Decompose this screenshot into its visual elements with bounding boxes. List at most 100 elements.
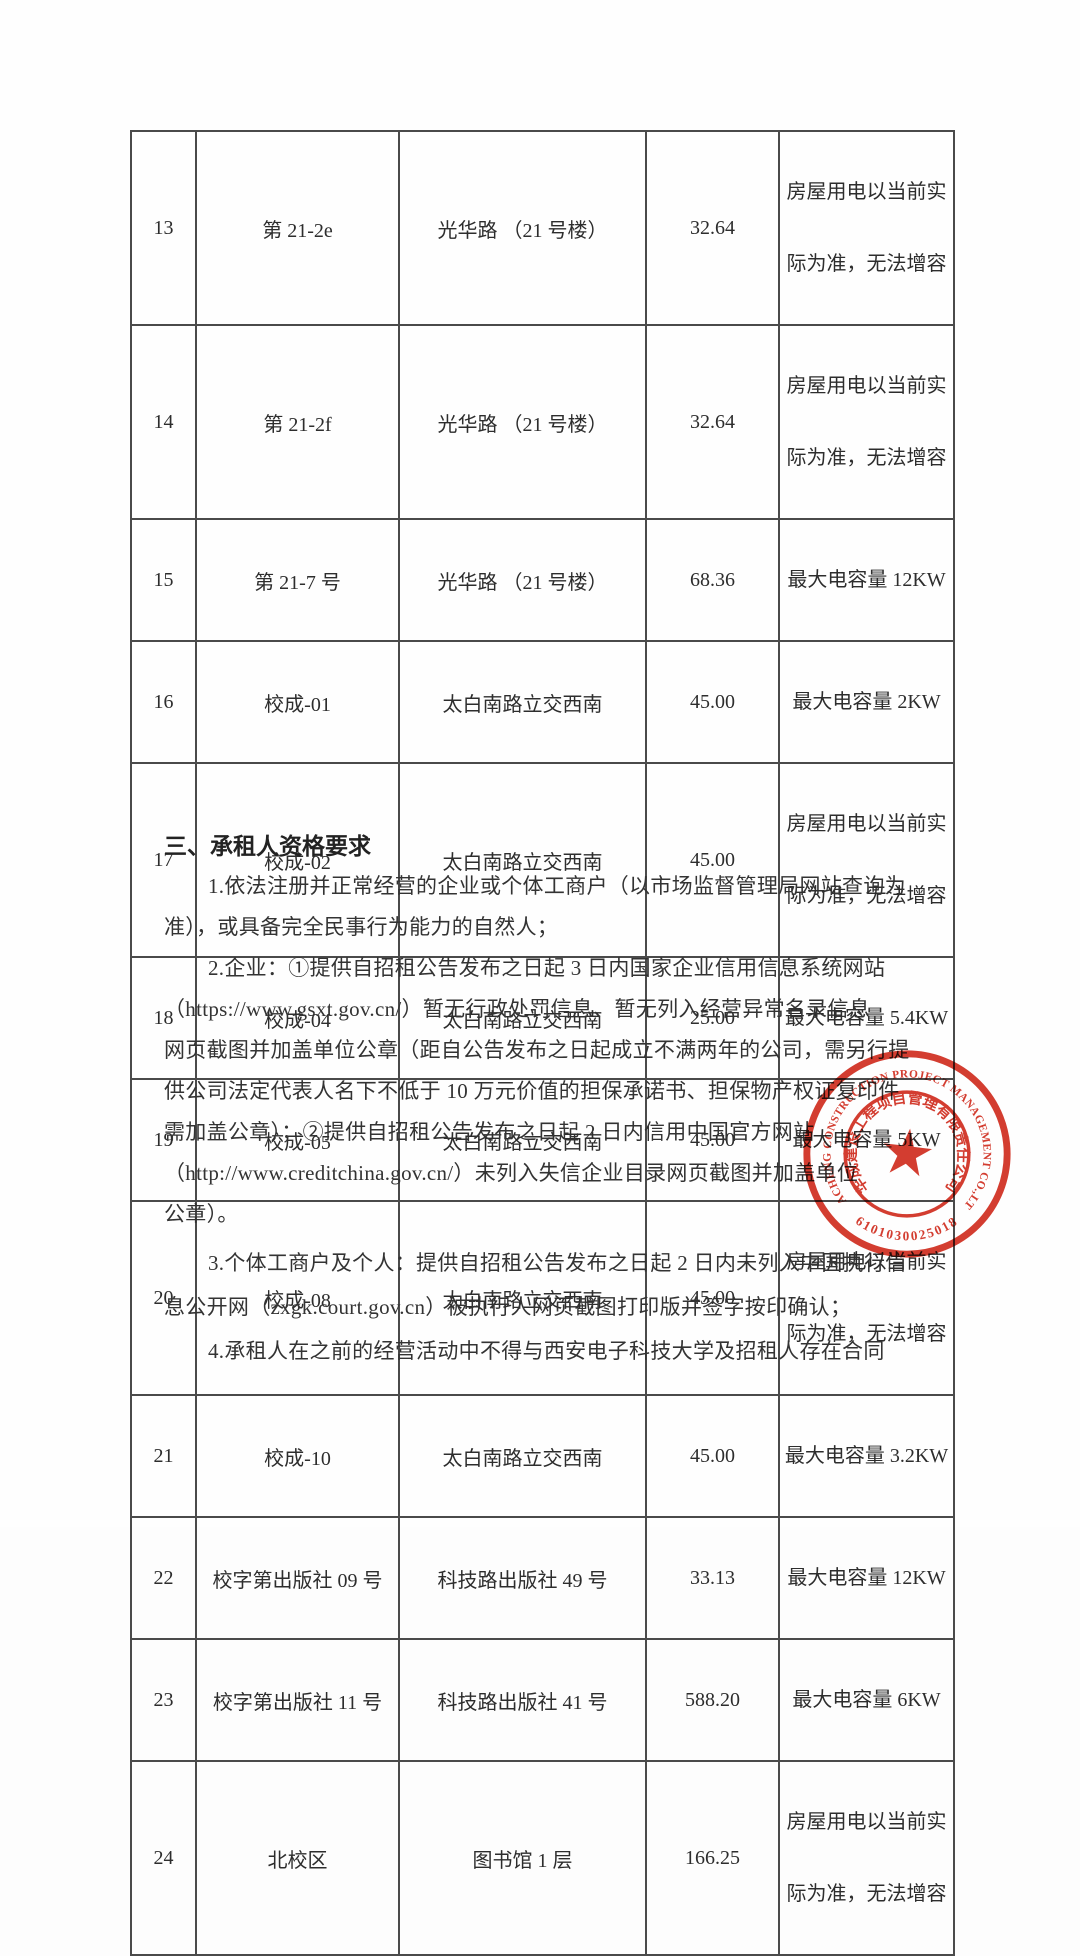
seal-number: 6101030025018 — [853, 1213, 961, 1243]
remark-line-1: 最大电容量 2KW — [792, 691, 941, 713]
cell-remark: 最大电容量 6KW — [778, 1638, 955, 1762]
body-line: 需加盖公章）；②提供自招租公告发布之日起 2 日内信用中国官方网站 — [164, 1120, 815, 1144]
cell-name: 校成-10 — [195, 1394, 400, 1518]
cell-remark: 房屋用电以当前实 际为准，无法增容 — [778, 762, 955, 958]
cell-no: 17 — [130, 762, 197, 958]
cell-name: 校成-04 — [195, 956, 400, 1080]
body-line: 公章）。 — [164, 1202, 239, 1226]
cell-area: 68.36 — [645, 518, 780, 642]
remark-line-1: 最大电容量 6KW — [792, 1689, 941, 1711]
cell-location: 光华路 （21 号楼） — [398, 130, 647, 326]
requirements-text: 1.依法注册并正常经营的企业或个体工商户（以市场监督管理局网站查询为 准），或具… — [164, 866, 1034, 1372]
cell-name: 北校区 — [195, 1760, 400, 1956]
cell-location: 太白南路立交西南 — [398, 1078, 647, 1202]
cell-area: 25.00 — [645, 956, 780, 1080]
cell-no: 14 — [130, 324, 197, 520]
remark-line-2: 际为准，无法增容 — [786, 253, 947, 275]
cell-name: 校字第出版社 09 号 — [195, 1516, 400, 1640]
body-line: 准），或具备完全民事行为能力的自然人； — [164, 915, 559, 939]
cell-location: 太白南路立交西南 — [398, 1200, 647, 1396]
cell-area: 45.00 — [645, 1078, 780, 1202]
cell-name: 第 21-2e — [195, 130, 400, 326]
table-row: 23 校字第出版社 11 号 科技路出版社 41 号 588.20 最大电容量 … — [130, 1638, 955, 1762]
body-line: （https://www.gsxt.gov.cn/）暂无行政处罚信息、暂无列入经… — [164, 997, 871, 1021]
cell-no: 15 — [130, 518, 197, 642]
cell-no: 23 — [130, 1638, 197, 1762]
remark-line-1: 最大电容量 5.4KW — [784, 1007, 949, 1029]
seal-outer-ring — [803, 1050, 1011, 1258]
remark-line-1: 房屋用电以当前实 — [786, 813, 947, 835]
table-row: 18 校成-04 太白南路立交西南 25.00 最大电容量 5.4KW — [130, 956, 955, 1080]
cell-location: 太白南路立交西南 — [398, 640, 647, 764]
cell-no: 22 — [130, 1516, 197, 1640]
cell-no: 24 — [130, 1760, 197, 1956]
cell-area: 45.00 — [645, 1394, 780, 1518]
cell-area: 45.00 — [645, 762, 780, 958]
table-row: 14 第 21-2f 光华路 （21 号楼） 32.64 房屋用电以当前实 际为… — [130, 324, 955, 520]
body-line: 供公司法定代表人名下不低于 10 万元价值的担保承诺书、担保物产权证复印件 — [164, 1079, 900, 1103]
cell-name: 校字第出版社 11 号 — [195, 1638, 400, 1762]
table-row: 13 第 21-2e 光华路 （21 号楼） 32.64 房屋用电以当前实 际为… — [130, 130, 955, 326]
cell-no: 18 — [130, 956, 197, 1080]
body-line: （http://www.creditchina.gov.cn/）未列入失信企业目… — [164, 1161, 859, 1185]
table-row: 22 校字第出版社 09 号 科技路出版社 49 号 33.13 最大电容量 1… — [130, 1516, 955, 1640]
cell-no: 21 — [130, 1394, 197, 1518]
cell-location: 图书馆 1 层 — [398, 1760, 647, 1956]
cell-area: 32.64 — [645, 130, 780, 326]
body-line: 网页截图并加盖单位公章（距自公告发布之日起成立不满两年的公司，需另行提 — [164, 1038, 910, 1062]
remark-line-1: 房屋用电以当前实 — [786, 375, 947, 397]
cell-no: 20 — [130, 1200, 197, 1396]
section-heading: 三、承租人资格要求 — [164, 834, 371, 859]
body-line: 2.企业：①提供自招租公告发布之日起 3 日内国家企业信用信息系统网站 — [208, 956, 886, 980]
cell-remark: 最大电容量 12KW — [778, 1516, 955, 1640]
cell-area: 166.25 — [645, 1760, 780, 1956]
cell-location: 太白南路立交西南 — [398, 1394, 647, 1518]
seal-star-icon — [883, 1128, 933, 1177]
cell-remark: 房屋用电以当前实 际为准，无法增容 — [778, 1200, 955, 1396]
cell-no: 13 — [130, 130, 197, 326]
cell-area: 588.20 — [645, 1638, 780, 1762]
body-line: 息公开网（zxgk.court.gov.cn）被执行人网页截图打印版并签字按印确… — [164, 1295, 852, 1319]
table-row: 15 第 21-7 号 光华路 （21 号楼） 68.36 最大电容量 12KW — [130, 518, 955, 642]
cell-location: 光华路 （21 号楼） — [398, 324, 647, 520]
cell-no: 19 — [130, 1078, 197, 1202]
cell-area: 33.13 — [645, 1516, 780, 1640]
cell-no: 16 — [130, 640, 197, 764]
seal-inner-ring — [843, 1090, 971, 1218]
table-row: 21 校成-10 太白南路立交西南 45.00 最大电容量 3.2KW — [130, 1394, 955, 1518]
remark-line-1: 最大电容量 12KW — [787, 569, 946, 591]
table-row: 20 校成-08 太白南路立交西南 45.00 房屋用电以当前实 际为准，无法增… — [130, 1200, 955, 1396]
cell-name: 校成-01 — [195, 640, 400, 764]
remark-line-2: 际为准，无法增容 — [786, 447, 947, 469]
remark-line-1: 房屋用电以当前实 — [786, 181, 947, 203]
cell-remark: 最大电容量 2KW — [778, 640, 955, 764]
cell-location: 科技路出版社 49 号 — [398, 1516, 647, 1640]
cell-name: 校成-02 — [195, 762, 400, 958]
cell-location: 太白南路立交西南 — [398, 956, 647, 1080]
table-row: 17 校成-02 太白南路立交西南 45.00 房屋用电以当前实 际为准，无法增… — [130, 762, 955, 958]
cell-name: 第 21-2f — [195, 324, 400, 520]
cell-remark: 房屋用电以当前实 际为准，无法增容 — [778, 130, 955, 326]
table-row: 16 校成-01 太白南路立交西南 45.00 最大电容量 2KW — [130, 640, 955, 764]
table-row: 24 北校区 图书馆 1 层 166.25 房屋用电以当前实 际为准，无法增容 — [130, 1760, 955, 1956]
body-line: 3.个体工商户及个人：提供自招租公告发布之日起 2 日内未列入中国执行信 — [208, 1251, 907, 1275]
cell-area: 45.00 — [645, 1200, 780, 1396]
remark-line-2: 际为准，无法增容 — [786, 885, 947, 907]
document-page: 13 第 21-2e 光华路 （21 号楼） 32.64 房屋用电以当前实 际为… — [130, 130, 1034, 1956]
cell-remark: 最大电容量 12KW — [778, 518, 955, 642]
cell-name: 第 21-7 号 — [195, 518, 400, 642]
cell-name: 校成-05 — [195, 1078, 400, 1202]
body-line: 1.依法注册并正常经营的企业或个体工商户（以市场监督管理局网站查询为 — [208, 874, 906, 898]
remark-line-1: 最大电容量 12KW — [787, 1567, 946, 1589]
cell-area: 45.00 — [645, 640, 780, 764]
cell-remark: 房屋用电以当前实 际为准，无法增容 — [778, 1760, 955, 1956]
cell-area: 32.64 — [645, 324, 780, 520]
remark-line-2: 际为准，无法增容 — [786, 1323, 947, 1345]
cell-remark: 房屋用电以当前实 际为准，无法增容 — [778, 324, 955, 520]
body-line: 4.承租人在之前的经营活动中不得与西安电子科技大学及招租人存在合同 — [208, 1339, 885, 1363]
cell-name: 校成-08 — [195, 1200, 400, 1396]
cell-location: 光华路 （21 号楼） — [398, 518, 647, 642]
cell-remark: 最大电容量 3.2KW — [778, 1394, 955, 1518]
remark-line-2: 际为准，无法增容 — [786, 1883, 947, 1905]
cell-location: 科技路出版社 41 号 — [398, 1638, 647, 1762]
